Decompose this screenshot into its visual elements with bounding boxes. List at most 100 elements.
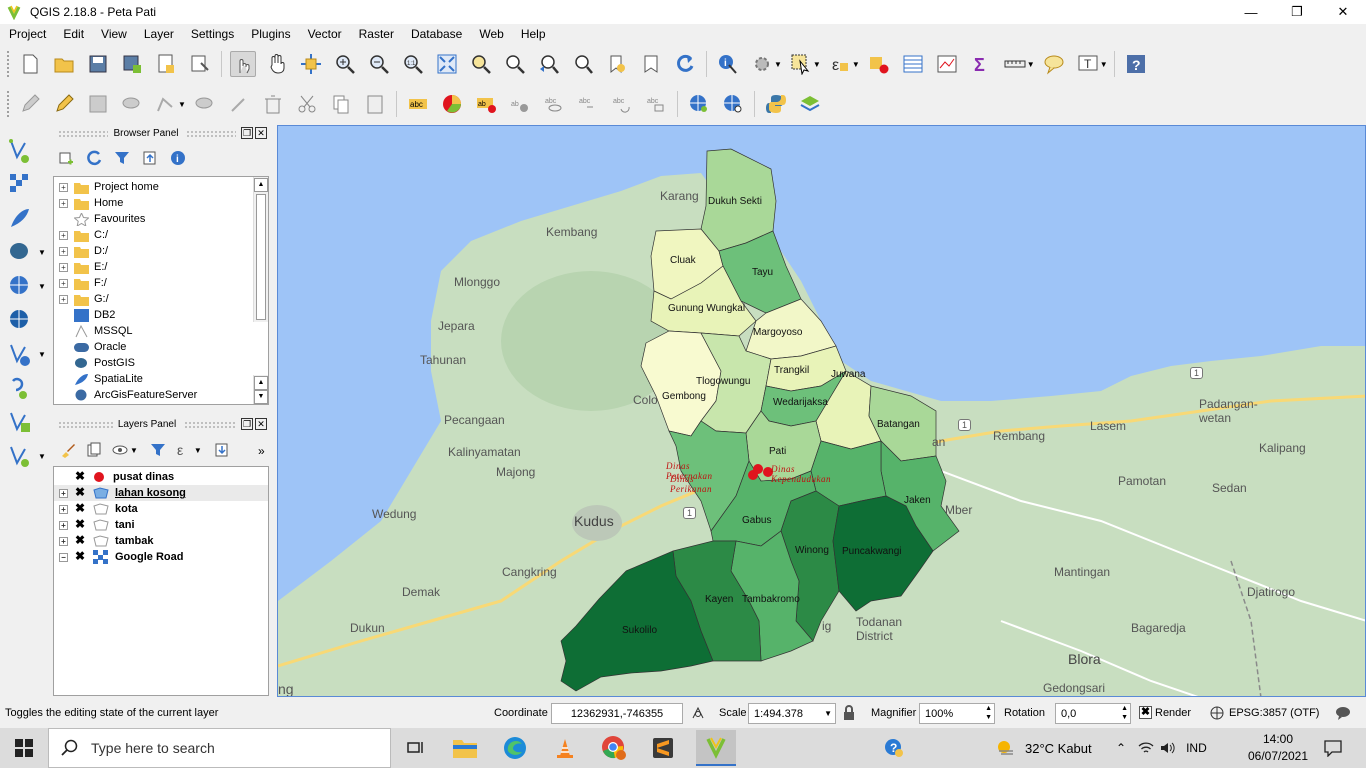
chevron-down-icon[interactable]: ▼ [1099, 59, 1108, 69]
menu-edit[interactable]: Edit [63, 27, 85, 41]
deselect-all-button[interactable] [866, 51, 892, 77]
move-feature-button[interactable] [153, 91, 179, 117]
current-edits-button[interactable] [17, 91, 43, 117]
python-console-button[interactable] [763, 91, 789, 117]
menu-vector[interactable]: Vector [307, 27, 342, 41]
browser-scrollbar[interactable]: ▲ [253, 177, 268, 322]
sublime-button[interactable] [647, 732, 679, 764]
layer-item[interactable]: ✖ pusat dinas [74, 469, 175, 483]
metasearch-find-button[interactable] [720, 91, 746, 117]
zoom-to-selection-button[interactable] [468, 51, 494, 77]
chevron-down-icon[interactable]: ▼ [812, 59, 821, 69]
text-annotation-button[interactable]: T [1075, 51, 1101, 77]
chevron-down-icon[interactable]: ▼ [38, 248, 46, 257]
list-item[interactable]: ArcGisFeatureServer [54, 387, 197, 403]
help-tips-icon[interactable]: ? [883, 737, 905, 759]
menu-project[interactable]: Project [9, 27, 47, 41]
expand-icon[interactable]: + [59, 246, 68, 256]
speaker-icon[interactable] [1160, 741, 1176, 755]
add-virtual-layer-button[interactable] [6, 408, 34, 436]
new-project-button[interactable] [17, 51, 43, 77]
paste-features-button[interactable] [362, 91, 388, 117]
expand-icon[interactable]: + [59, 536, 68, 546]
point-marker[interactable] [763, 467, 773, 477]
copy-features-button[interactable] [328, 91, 354, 117]
float-panel-button[interactable]: ❐ [241, 127, 253, 139]
show-hide-labels-button[interactable]: abc [541, 91, 567, 117]
cut-features-button[interactable] [294, 91, 320, 117]
chevron-down-icon[interactable]: ▼ [824, 709, 832, 718]
refresh-button[interactable] [672, 51, 698, 77]
statistical-summary-button[interactable] [934, 51, 960, 77]
zoom-actual-size-button[interactable]: 1:1 [400, 51, 426, 77]
close-panel-button[interactable]: ✕ [255, 418, 267, 430]
save-project-button[interactable] [85, 51, 111, 77]
measure-button[interactable] [1002, 51, 1028, 77]
menu-layer[interactable]: Layer [143, 27, 174, 41]
layer-visibility-checkbox[interactable]: ✖ [74, 549, 86, 563]
scroll-up-icon[interactable]: ▲ [254, 178, 268, 192]
zoom-last-button[interactable] [536, 51, 562, 77]
list-item[interactable]: + G:/ [54, 291, 109, 307]
list-item[interactable]: SpatiaLite [54, 371, 143, 387]
map-svg[interactable] [278, 126, 1366, 697]
toggle-editing-button[interactable] [51, 91, 77, 117]
toolbar-grip[interactable] [6, 90, 10, 118]
open-attribute-table-button[interactable] [900, 51, 926, 77]
float-panel-button[interactable]: ❐ [241, 418, 253, 430]
district-sukolilo[interactable] [560, 550, 714, 692]
filter-legend-icon[interactable] [150, 442, 166, 458]
magnifier-spinbox[interactable]: 100% ▲ ▼ [919, 703, 995, 724]
expand-icon[interactable]: + [59, 488, 68, 498]
toolbar-grip[interactable] [6, 50, 10, 78]
spin-arrows-icon[interactable]: ▲ ▼ [1121, 705, 1128, 721]
expand-icon[interactable]: + [59, 230, 68, 240]
add-wfs-layer-button[interactable] [6, 340, 34, 368]
field-calculator-button[interactable]: Σ [968, 51, 994, 77]
delete-feature-button[interactable] [260, 91, 286, 117]
add-wcs-layer-button[interactable] [6, 306, 34, 334]
menu-web[interactable]: Web [479, 27, 504, 41]
list-item[interactable]: + Project home [54, 179, 159, 195]
chevron-down-icon[interactable]: ▼ [178, 99, 186, 109]
list-item[interactable]: MSSQL [54, 323, 133, 339]
zoom-next-button[interactable] [570, 51, 596, 77]
save-layer-edits-button[interactable] [85, 91, 111, 117]
render-checkbox[interactable]: ✖ [1139, 706, 1152, 719]
notification-button[interactable] [1324, 728, 1342, 768]
delete-selected-button[interactable] [226, 91, 252, 117]
scroll-down-icon[interactable]: ▼ [254, 390, 268, 404]
scale-combobox[interactable]: 1:494.378 ▼ [748, 703, 836, 724]
chevron-up-icon[interactable]: ⌃ [1116, 741, 1127, 755]
menu-settings[interactable]: Settings [190, 27, 235, 41]
close-panel-button[interactable]: ✕ [255, 127, 267, 139]
expand-all-icon[interactable] [214, 442, 230, 458]
vlc-button[interactable] [549, 732, 581, 764]
layer-labeling-button[interactable]: abc [405, 91, 431, 117]
chevron-down-icon[interactable]: ▼ [851, 59, 860, 69]
menu-raster[interactable]: Raster [358, 27, 394, 41]
new-print-composer-button[interactable] [153, 51, 179, 77]
minimize-button[interactable]: — [1244, 4, 1258, 20]
paintbrush-icon[interactable] [60, 442, 76, 458]
list-item[interactable]: + E:/ [54, 259, 107, 275]
layer-visibility-checkbox[interactable]: ✖ [74, 517, 86, 531]
weather-widget[interactable]: 32°C Kabut [995, 728, 1092, 768]
point-marker[interactable] [753, 464, 763, 474]
zoom-to-layer-button[interactable] [502, 51, 528, 77]
menu-plugins[interactable]: Plugins [251, 27, 291, 41]
crs-label[interactable]: EPSG:3857 (OTF) [1229, 707, 1320, 719]
change-label-button[interactable]: abc [643, 91, 669, 117]
chevron-down-icon[interactable]: ▼ [1026, 59, 1035, 69]
filter-icon[interactable] [114, 150, 130, 166]
save-as-button[interactable] [119, 51, 145, 77]
zoom-full-button[interactable] [434, 51, 460, 77]
maximize-button[interactable]: ❐ [1291, 4, 1303, 19]
menu-view[interactable]: View [101, 27, 127, 41]
open-project-button[interactable] [51, 51, 77, 77]
refresh-icon[interactable] [86, 150, 102, 166]
layer-visibility-checkbox[interactable]: ✖ [74, 533, 86, 547]
layer-item[interactable]: + ✖ tani [54, 517, 268, 533]
expand-icon[interactable]: + [59, 182, 68, 192]
chevron-down-icon[interactable]: ▼ [193, 445, 202, 455]
